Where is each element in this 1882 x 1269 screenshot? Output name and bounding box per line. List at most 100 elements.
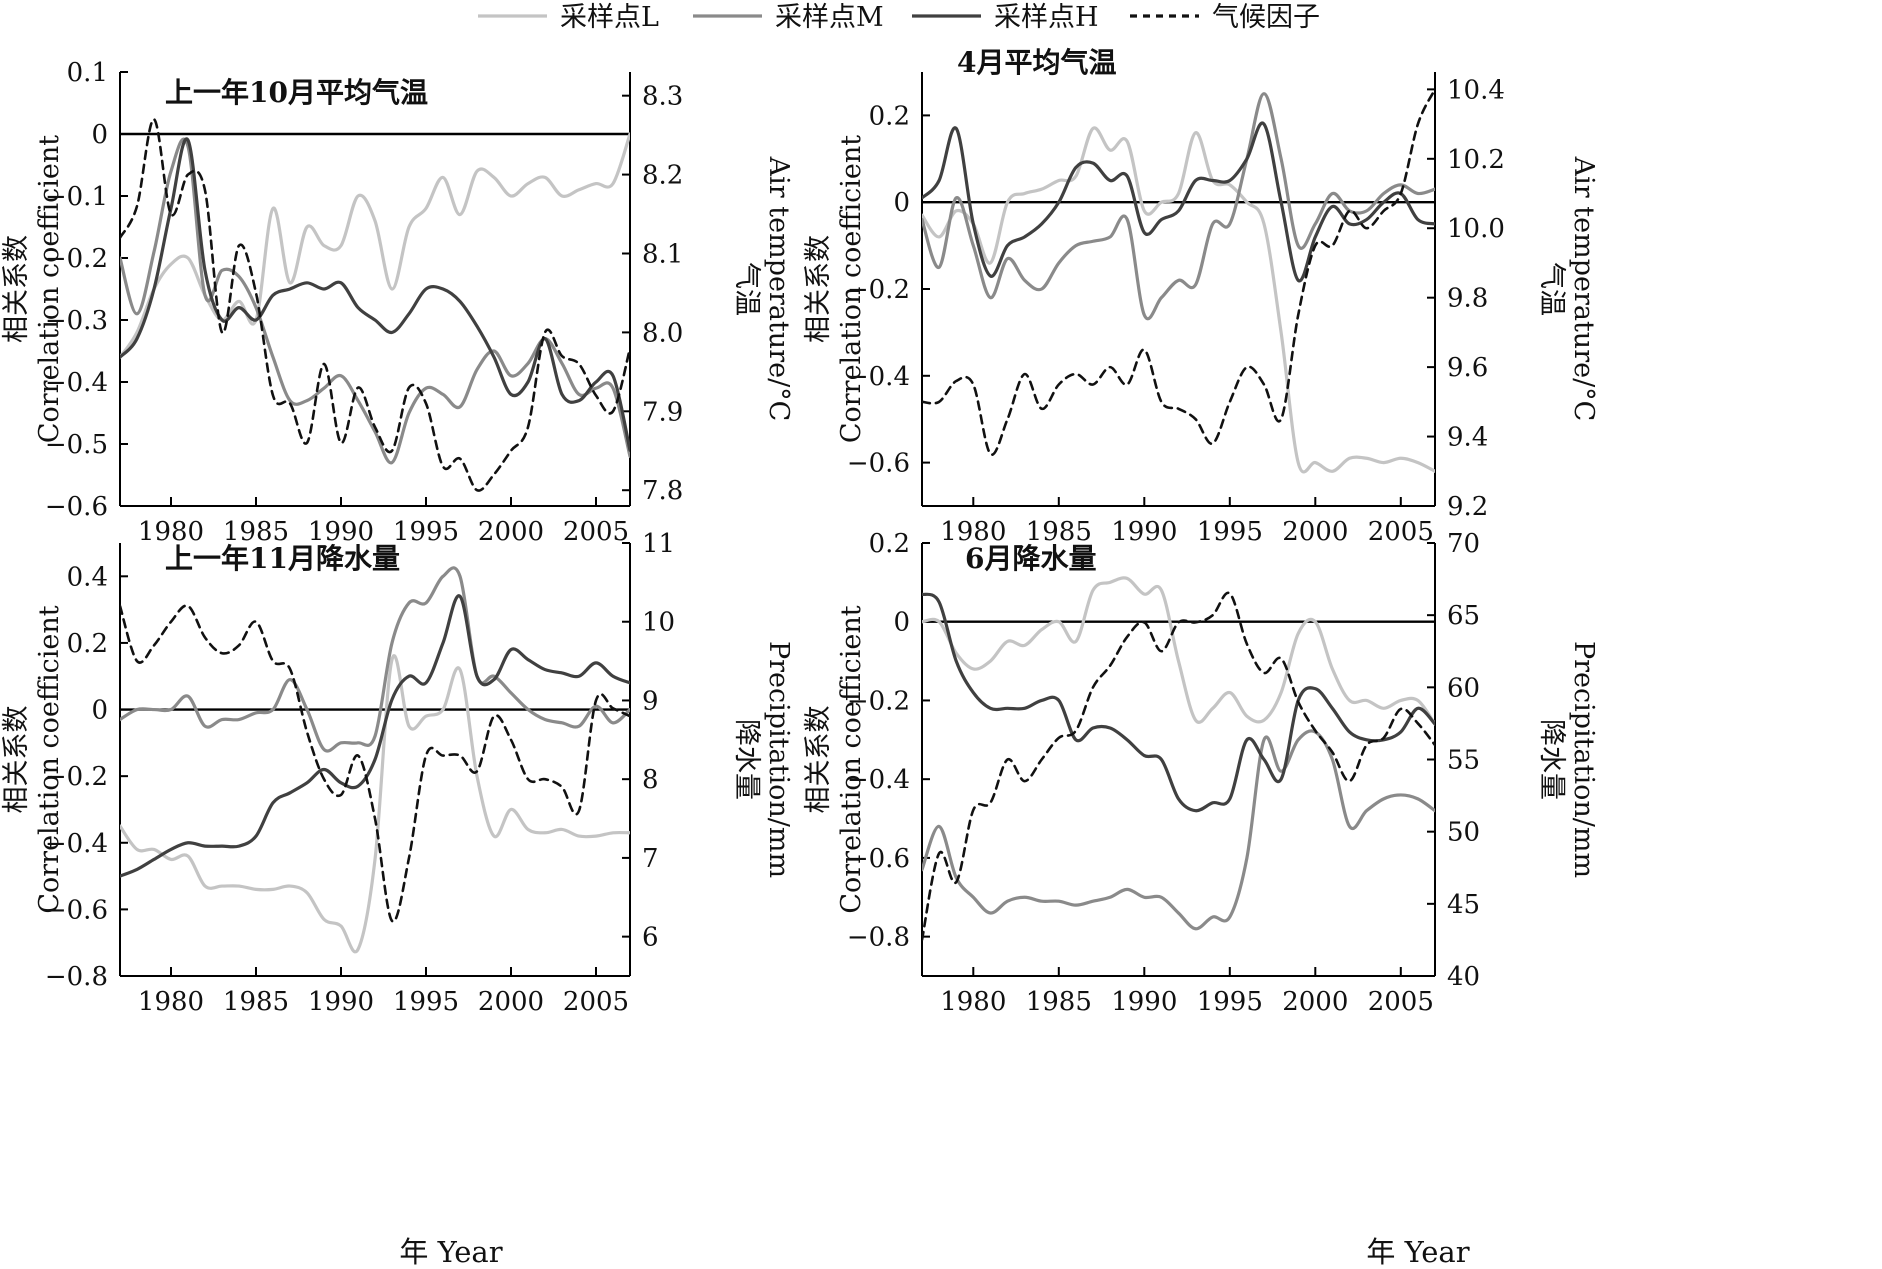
y2-tick-label: 9.6 xyxy=(1447,353,1488,383)
y-tick-label: −0.1 xyxy=(45,182,108,212)
y-tick-label: 0.2 xyxy=(869,101,910,131)
x-tick-label: 2005 xyxy=(563,987,629,1017)
y-axis-title-cn: 相关系数 xyxy=(1,706,32,814)
y2-axis-title-en: Air temperature/°C xyxy=(1568,156,1599,422)
panels: 1980 1985 1990 1995 2000 2005 0.1 0 −0.1 −0.2 −0.3… xyxy=(1,46,1599,1017)
legend-label-0: 采样点L xyxy=(560,2,659,33)
series-line-0 xyxy=(922,126,1435,474)
series-line-1 xyxy=(922,729,1435,931)
y-tick-label: −0.8 xyxy=(847,923,910,953)
y2-tick-label: 10.4 xyxy=(1447,75,1505,105)
x-tick-label: 1995 xyxy=(1197,987,1263,1017)
y2-tick-label: 9.2 xyxy=(1447,492,1488,522)
y2-tick-label: 40 xyxy=(1447,962,1480,992)
y-axis-title-en: Correlation coefficient xyxy=(34,605,65,913)
y2-tick-label: 11 xyxy=(642,529,675,559)
y2-tick-label: 7.8 xyxy=(642,476,683,506)
y-tick-label: −0.3 xyxy=(45,306,108,336)
y2-axis-title-cn: 降水量 xyxy=(731,719,762,800)
y-axis-title-cn: 相关系数 xyxy=(803,235,834,343)
panel-0: 1980 1985 1990 1995 2000 2005 0.1 0 −0.1 −0.2 −0.3… xyxy=(1,58,794,547)
y-tick-label: −0.5 xyxy=(45,430,108,460)
series-line-1 xyxy=(120,566,630,753)
y-tick-label: 0.4 xyxy=(67,562,108,592)
legend-label-2: 采样点H xyxy=(994,2,1099,33)
y2-tick-label: 55 xyxy=(1447,746,1480,776)
y-tick-label: −0.4 xyxy=(45,829,108,859)
x-tick-label: 1985 xyxy=(1026,517,1092,547)
legend-label-1: 采样点M xyxy=(775,2,884,33)
x-axis-title-right: 年 Year xyxy=(1366,1235,1469,1269)
y2-tick-label: 10.2 xyxy=(1447,145,1505,175)
y-axis-title-en: Correlation coefficient xyxy=(836,605,867,913)
panel-title: 4月平均气温 xyxy=(957,46,1116,79)
y2-tick-label: 9 xyxy=(642,686,659,716)
y-tick-label: 0.1 xyxy=(67,58,108,88)
y-axis-title-en: Correlation coefficient xyxy=(34,135,65,443)
x-tick-label: 2000 xyxy=(1282,987,1348,1017)
y2-axis-title-en: Precipitation/mm xyxy=(763,641,794,878)
y2-tick-label: 70 xyxy=(1447,529,1480,559)
x-tick-label: 1995 xyxy=(393,517,459,547)
series-line-1 xyxy=(922,92,1435,321)
series-line-2 xyxy=(120,137,630,452)
series-line-3 xyxy=(922,88,1435,456)
x-tick-label: 1985 xyxy=(1026,987,1092,1017)
series-line-0 xyxy=(120,132,630,359)
panel-title: 上一年11月降水量 xyxy=(165,542,400,575)
y2-tick-label: 9.4 xyxy=(1447,423,1488,453)
x-tick-label: 2005 xyxy=(1368,517,1434,547)
y-tick-label: 0.2 xyxy=(67,629,108,659)
y-tick-label: −0.2 xyxy=(847,686,910,716)
x-tick-label: 1990 xyxy=(1111,987,1177,1017)
x-tick-label: 1980 xyxy=(940,517,1006,547)
y2-tick-label: 7.9 xyxy=(642,397,683,427)
x-tick-label: 1990 xyxy=(308,987,374,1017)
y-tick-label: 0 xyxy=(893,608,910,638)
y2-tick-label: 8.0 xyxy=(642,318,683,348)
x-tick-label: 1980 xyxy=(940,987,1006,1017)
y2-tick-label: 7 xyxy=(642,844,659,874)
y-axis-title-cn: 相关系数 xyxy=(1,235,32,343)
legend: 采样点L 采样点M 采样点H 气候因子 xyxy=(478,2,1320,33)
y-axis-title-cn: 相关系数 xyxy=(803,706,834,814)
x-tick-label: 1985 xyxy=(223,517,289,547)
y2-tick-label: 8 xyxy=(642,765,659,795)
x-tick-label: 2000 xyxy=(478,987,544,1017)
series-line-3 xyxy=(120,118,630,492)
y2-tick-label: 8.3 xyxy=(642,82,683,112)
x-tick-label: 1980 xyxy=(138,517,204,547)
y-tick-label: −0.6 xyxy=(847,844,910,874)
y2-axis-title-en: Air temperature/°C xyxy=(763,156,794,422)
series-line-2 xyxy=(922,121,1435,283)
panel-3: 1980 1985 1990 1995 2000 2005 0.2 0 −0.2 −0.4 −0.6… xyxy=(803,529,1599,1017)
series-line-0 xyxy=(120,654,630,954)
y-tick-label: −0.2 xyxy=(45,762,108,792)
panel-1: 1980 1985 1990 1995 2000 2005 0.2 0 −0.2 −0.4 −0.6… xyxy=(803,46,1599,547)
y2-tick-label: 8.2 xyxy=(642,161,683,191)
series-line-3 xyxy=(922,591,1435,942)
x-tick-label: 1990 xyxy=(1111,517,1177,547)
y-tick-label: −0.2 xyxy=(847,275,910,305)
series-line-2 xyxy=(120,594,630,878)
y-tick-label: 0 xyxy=(893,188,910,218)
x-tick-label: 1980 xyxy=(138,987,204,1017)
y2-axis-title-cn: 气温 xyxy=(1536,262,1567,316)
series-group xyxy=(922,88,1435,474)
y2-axis-title-cn: 气温 xyxy=(731,262,762,316)
panel-title: 上一年10月平均气温 xyxy=(165,76,428,109)
y-tick-label: −0.6 xyxy=(847,449,910,479)
panel-2: 1980 1985 1990 1995 2000 2005 0.4 0.2 0 −0.2 −0.4 −… xyxy=(1,529,794,1017)
y-tick-label: −0.2 xyxy=(45,244,108,274)
y-tick-label: −0.4 xyxy=(847,362,910,392)
y-tick-label: −0.6 xyxy=(45,895,108,925)
series-line-0 xyxy=(922,576,1435,726)
y-tick-label: −0.8 xyxy=(45,962,108,992)
series-line-3 xyxy=(120,604,630,923)
x-tick-label: 2000 xyxy=(478,517,544,547)
y-axis-title-en: Correlation coefficient xyxy=(836,135,867,443)
y2-tick-label: 10 xyxy=(642,608,675,638)
x-axis-title-left: 年 Year xyxy=(399,1235,502,1269)
x-tick-label: 2005 xyxy=(563,517,629,547)
